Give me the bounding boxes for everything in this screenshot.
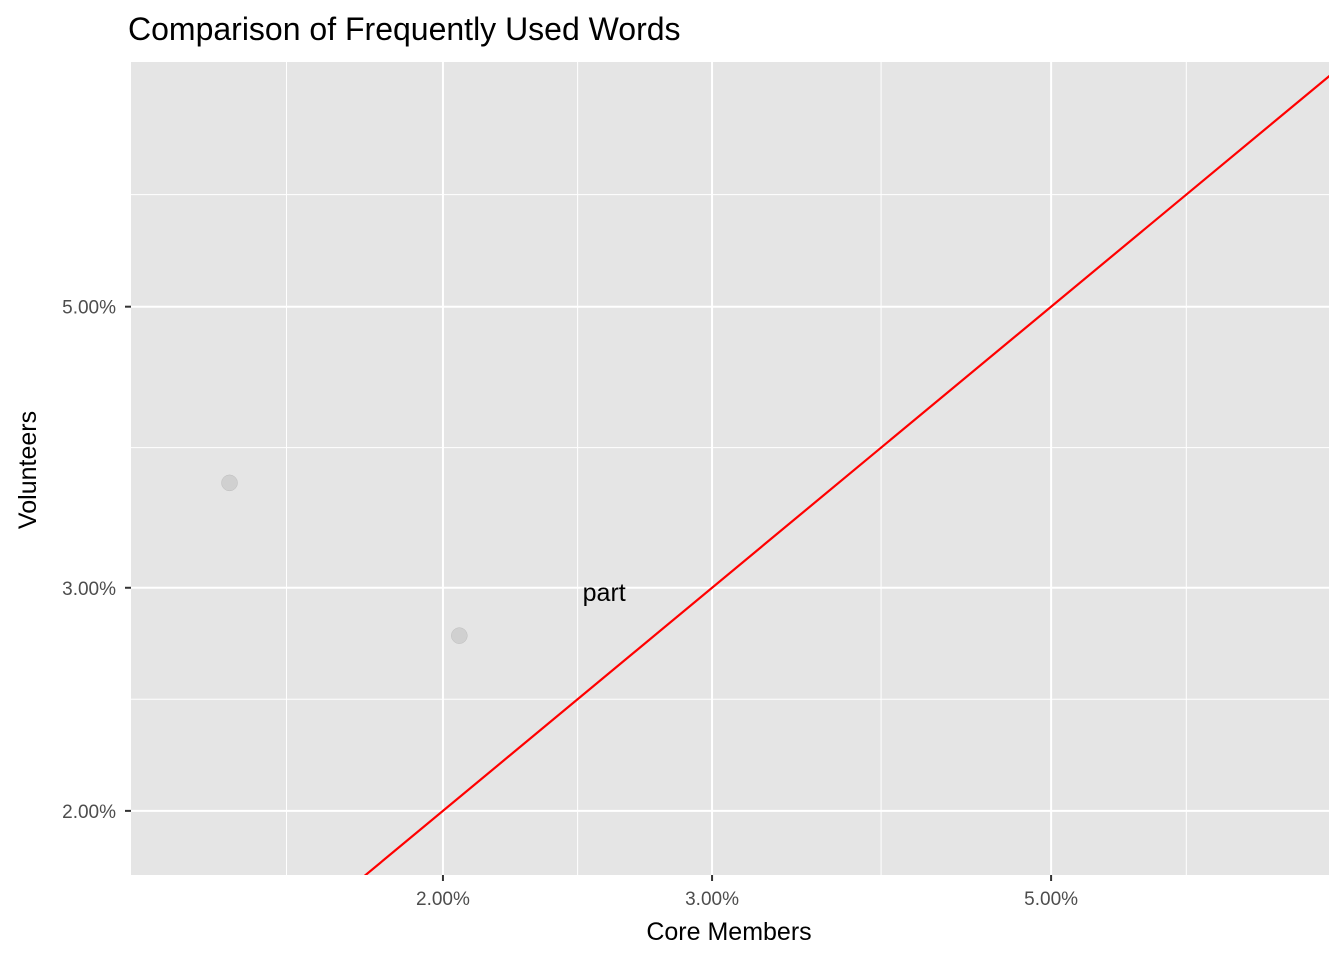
- point-annotations: part: [583, 579, 626, 607]
- point-label: part: [583, 579, 626, 607]
- major-gridlines: [131, 62, 1329, 875]
- data-point: [221, 474, 238, 492]
- y-tick-label: 2.00%: [62, 802, 116, 823]
- plot-panel: [131, 62, 1329, 875]
- x-axis-title: Core Members: [646, 918, 811, 946]
- y-tick-label: 5.00%: [62, 298, 116, 319]
- y-axis-ticks: 2.00% 3.00% 5.00%: [62, 298, 131, 823]
- x-tick-label: 5.00%: [1024, 889, 1078, 910]
- x-tick-label: 2.00%: [416, 889, 470, 910]
- data-point: [451, 627, 468, 644]
- x-axis-ticks: 2.00% 3.00% 5.00%: [416, 875, 1078, 910]
- chart-title: Comparison of Frequently Used Words: [128, 11, 681, 47]
- data-points: [221, 474, 468, 644]
- y-axis-title: Volunteers: [14, 411, 42, 529]
- y-tick-label: 3.00%: [62, 579, 116, 600]
- x-tick-label: 3.00%: [685, 889, 739, 910]
- minor-gridlines: [131, 62, 1329, 875]
